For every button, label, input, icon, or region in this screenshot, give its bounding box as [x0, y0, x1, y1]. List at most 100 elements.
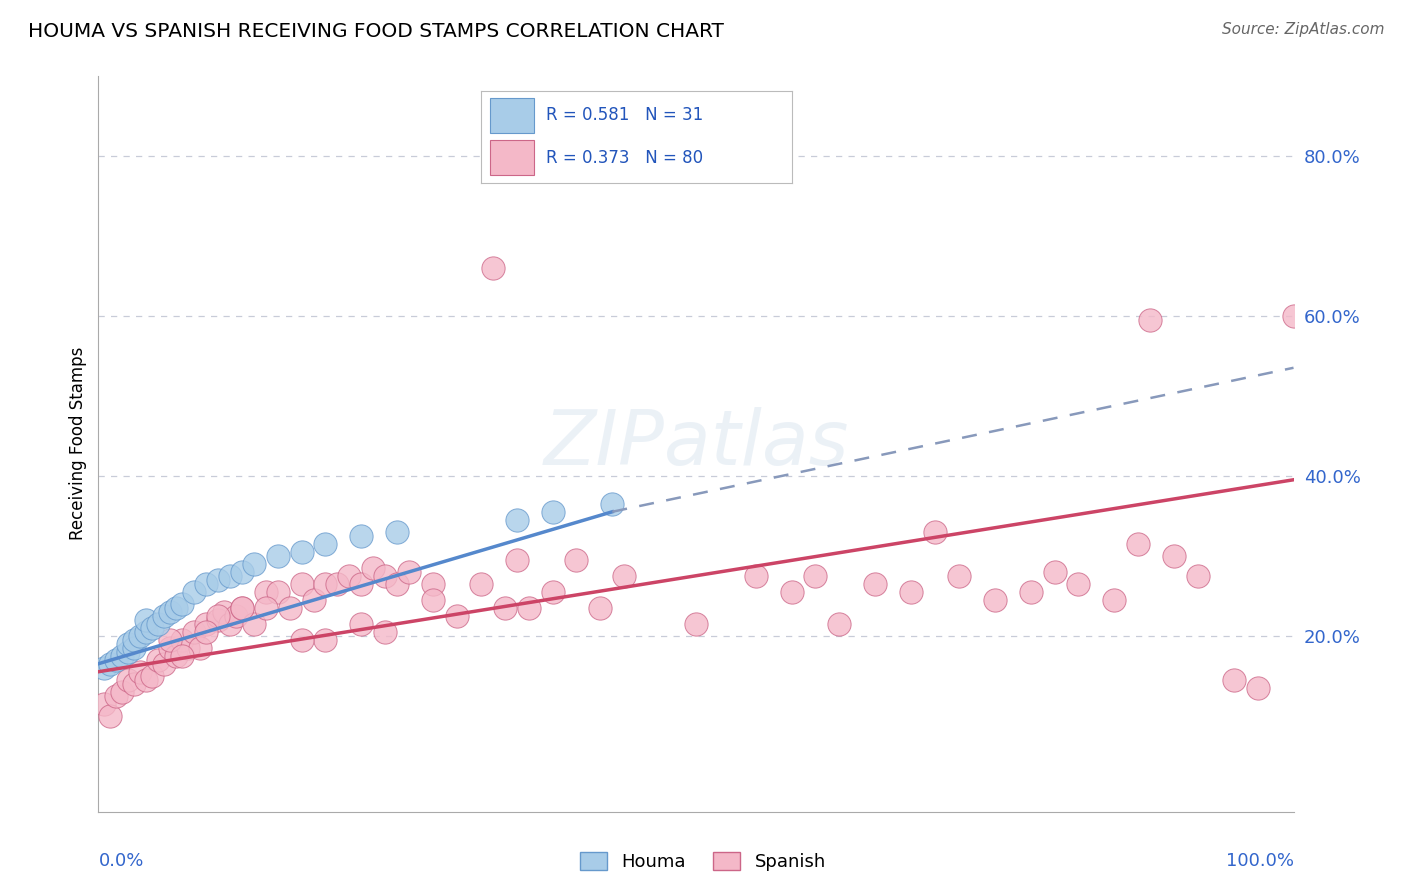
Point: [141, 669, 163, 683]
Text: Source: ZipAtlas.com: Source: ZipAtlas.com: [1222, 22, 1385, 37]
Point: [385, 524, 409, 539]
Point: [135, 624, 157, 639]
Point: [165, 648, 187, 663]
Point: [135, 673, 157, 687]
Point: [506, 553, 529, 567]
Point: [1163, 549, 1185, 563]
Text: 0.0%: 0.0%: [98, 852, 143, 871]
Point: [172, 632, 194, 647]
Point: [159, 605, 181, 619]
Point: [602, 497, 624, 511]
Point: [1247, 681, 1270, 695]
Point: [291, 576, 314, 591]
Point: [207, 613, 229, 627]
Point: [267, 549, 290, 563]
Point: [135, 613, 157, 627]
Legend: Houma, Spanish: Houma, Spanish: [572, 845, 834, 879]
Point: [745, 568, 768, 582]
Point: [291, 545, 314, 559]
Point: [865, 576, 887, 591]
Point: [948, 568, 970, 582]
Point: [267, 584, 290, 599]
Point: [93, 661, 115, 675]
Point: [517, 600, 540, 615]
Point: [254, 584, 277, 599]
Point: [1019, 584, 1042, 599]
Point: [470, 576, 492, 591]
Point: [93, 697, 115, 711]
Point: [828, 616, 851, 631]
Point: [422, 592, 444, 607]
Point: [212, 605, 235, 619]
Point: [117, 673, 139, 687]
Point: [148, 653, 170, 667]
Point: [159, 632, 181, 647]
Point: [1043, 565, 1066, 579]
Point: [111, 684, 134, 698]
Point: [613, 568, 636, 582]
Point: [105, 653, 128, 667]
Point: [124, 640, 146, 655]
Point: [541, 505, 564, 519]
Point: [685, 616, 707, 631]
Point: [129, 629, 152, 643]
Point: [900, 584, 922, 599]
Point: [339, 568, 361, 582]
Point: [159, 640, 181, 655]
Point: [111, 648, 134, 663]
Point: [1187, 568, 1209, 582]
Point: [225, 608, 247, 623]
Point: [231, 600, 253, 615]
Point: [302, 592, 325, 607]
Point: [153, 608, 176, 623]
Point: [315, 632, 337, 647]
Point: [219, 616, 242, 631]
Point: [117, 637, 139, 651]
Text: 100.0%: 100.0%: [1226, 852, 1294, 871]
Y-axis label: Receiving Food Stamps: Receiving Food Stamps: [69, 347, 87, 541]
Point: [195, 624, 218, 639]
Point: [183, 584, 205, 599]
Point: [243, 616, 266, 631]
Point: [385, 576, 409, 591]
Point: [188, 640, 211, 655]
Point: [172, 597, 194, 611]
Point: [984, 592, 1007, 607]
Text: HOUMA VS SPANISH RECEIVING FOOD STAMPS CORRELATION CHART: HOUMA VS SPANISH RECEIVING FOOD STAMPS C…: [28, 22, 724, 41]
Point: [422, 576, 444, 591]
Point: [326, 576, 349, 591]
Point: [1282, 309, 1305, 323]
Point: [243, 557, 266, 571]
Text: ZIPatlas: ZIPatlas: [543, 407, 849, 481]
Point: [1139, 313, 1161, 327]
Point: [105, 689, 128, 703]
Point: [183, 624, 205, 639]
Point: [541, 584, 564, 599]
Point: [494, 600, 516, 615]
Point: [589, 600, 612, 615]
Point: [195, 616, 218, 631]
Point: [278, 600, 301, 615]
Point: [804, 568, 827, 582]
Point: [153, 657, 176, 671]
Point: [129, 665, 152, 679]
Point: [98, 657, 122, 671]
Point: [124, 677, 146, 691]
Point: [231, 565, 253, 579]
Point: [124, 632, 146, 647]
Point: [195, 576, 218, 591]
Point: [350, 616, 373, 631]
Point: [1128, 537, 1150, 551]
Point: [254, 600, 277, 615]
Point: [141, 621, 163, 635]
Point: [374, 568, 396, 582]
Point: [207, 573, 229, 587]
Point: [177, 640, 200, 655]
Point: [165, 600, 187, 615]
Point: [1223, 673, 1246, 687]
Point: [565, 553, 588, 567]
Point: [350, 529, 373, 543]
Point: [231, 600, 253, 615]
Point: [780, 584, 803, 599]
Point: [481, 260, 505, 275]
